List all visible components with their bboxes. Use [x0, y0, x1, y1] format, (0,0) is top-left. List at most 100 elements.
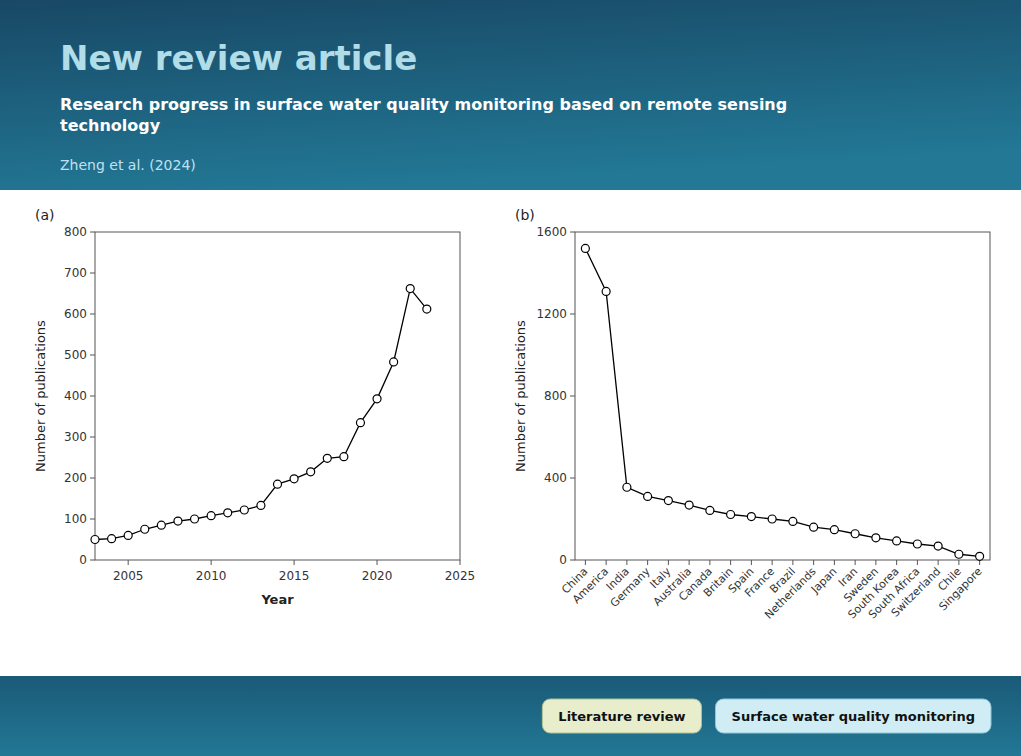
x-tick-label: 2005: [113, 569, 144, 583]
y-tick: [90, 396, 95, 397]
x-tick-label: 2020: [362, 569, 393, 583]
subtitle: Research progress in surface water quali…: [60, 95, 787, 135]
y-tick: [570, 314, 575, 315]
tag-box: [542, 699, 701, 733]
y-tick-label: 800: [544, 389, 567, 403]
point: [240, 506, 248, 514]
point: [810, 523, 818, 531]
y-tick: [90, 437, 95, 438]
point: [191, 515, 199, 523]
point: [274, 480, 282, 488]
y-tick: [570, 478, 575, 479]
point: [390, 358, 398, 366]
point: [157, 521, 165, 529]
point: [224, 509, 232, 517]
subtitle-line: technology: [60, 116, 161, 135]
y-tick-label: 400: [64, 389, 87, 403]
y-tick: [90, 519, 95, 520]
point: [664, 497, 672, 505]
point: [851, 530, 859, 538]
x-tick: [730, 560, 731, 565]
panel-label: (b): [515, 207, 535, 223]
x-tick-label: Germany: [608, 565, 653, 610]
point: [257, 501, 265, 509]
x-tick: [211, 560, 212, 565]
x-tick-label: Japan: [808, 565, 840, 597]
point: [356, 419, 364, 427]
point: [934, 542, 942, 550]
series-line: [585, 248, 979, 556]
y-tick-label: 700: [64, 266, 87, 280]
x-tick-label: 2015: [279, 569, 310, 583]
y-tick: [570, 396, 575, 397]
x-tick: [606, 560, 607, 565]
x-tick: [896, 560, 897, 565]
tag-box: [716, 699, 991, 733]
point: [373, 395, 381, 403]
author: Zheng et al. (2024): [60, 157, 196, 173]
point: [174, 517, 182, 525]
x-tick: [626, 560, 627, 565]
plot-frame: [95, 232, 460, 560]
y-tick-label: 400: [544, 471, 567, 485]
page: New review article Research progress in s…: [0, 0, 1021, 756]
x-tick: [855, 560, 856, 565]
footer-background: [0, 676, 1021, 756]
x-tick: [958, 560, 959, 565]
series-line: [95, 289, 427, 540]
y-tick-label: 800: [64, 225, 87, 239]
y-tick: [90, 314, 95, 315]
y-tick: [90, 560, 95, 561]
x-tick: [709, 560, 710, 565]
x-tick: [917, 560, 918, 565]
x-tick: [875, 560, 876, 565]
point: [406, 285, 414, 293]
x-tick: [813, 560, 814, 565]
x-tick: [792, 560, 793, 565]
point: [768, 515, 776, 523]
x-tick: [647, 560, 648, 565]
point: [623, 483, 631, 491]
series: [581, 244, 983, 560]
y-tick: [90, 355, 95, 356]
point: [644, 492, 652, 500]
point: [108, 535, 116, 543]
x-tick: [128, 560, 129, 565]
x-tick: [294, 560, 295, 565]
title: New review article: [60, 38, 417, 78]
plot-frame: [575, 232, 990, 560]
x-tick-label: 2025: [445, 569, 476, 583]
point: [423, 305, 431, 313]
y-axis-label: Number of publications: [513, 320, 528, 472]
y-tick-label: 600: [64, 307, 87, 321]
point: [789, 517, 797, 525]
x-tick: [585, 560, 586, 565]
point: [124, 531, 132, 539]
x-tick: [751, 560, 752, 565]
panel-label: (a): [35, 207, 55, 223]
tag-label: Literature review: [558, 709, 685, 724]
y-tick-label: 200: [64, 471, 87, 485]
series: [91, 285, 431, 544]
x-axis-label: Year: [260, 592, 294, 607]
x-tick: [772, 560, 773, 565]
point: [747, 513, 755, 521]
x-tick-label: Singapore: [936, 565, 985, 614]
chart-area-background: [0, 0, 1021, 756]
point: [602, 287, 610, 295]
point: [955, 550, 963, 558]
y-tick: [90, 232, 95, 233]
header-background: [0, 0, 1021, 190]
point: [913, 540, 921, 548]
y-tick-label: 1200: [536, 307, 567, 321]
point: [307, 468, 315, 476]
tags: Literature reviewSurface water quality m…: [542, 699, 991, 733]
x-tick: [938, 560, 939, 565]
point: [872, 534, 880, 542]
point: [207, 512, 215, 520]
point: [893, 537, 901, 545]
x-tick-label: Netherlands: [762, 565, 819, 622]
x-tick: [834, 560, 835, 565]
y-tick-label: 100: [64, 512, 87, 526]
x-tick: [460, 560, 461, 565]
